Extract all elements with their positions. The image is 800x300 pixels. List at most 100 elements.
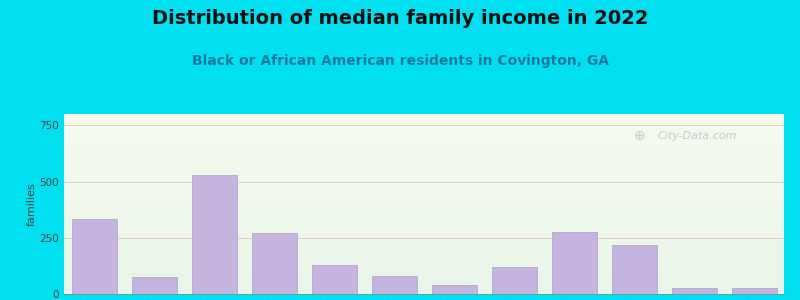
Bar <box>64 249 784 251</box>
Bar <box>64 164 784 166</box>
Bar <box>64 168 784 170</box>
Bar <box>64 209 784 211</box>
Text: City-Data.com: City-Data.com <box>658 130 738 141</box>
Bar <box>64 190 784 191</box>
Bar <box>64 184 784 186</box>
Bar <box>64 152 784 154</box>
Bar <box>64 159 784 161</box>
Bar <box>64 141 784 143</box>
Bar <box>64 145 784 146</box>
Bar <box>64 191 784 193</box>
Y-axis label: families: families <box>26 182 37 226</box>
Bar <box>64 290 784 292</box>
Bar <box>64 132 784 134</box>
Bar <box>371 276 417 294</box>
Bar <box>64 139 784 141</box>
Bar <box>64 208 784 209</box>
Bar <box>731 288 777 294</box>
Bar <box>64 181 784 182</box>
Bar <box>64 247 784 249</box>
Bar <box>64 280 784 281</box>
Bar <box>64 251 784 253</box>
Bar <box>64 236 784 238</box>
Bar <box>64 188 784 190</box>
Bar <box>64 269 784 271</box>
Bar <box>64 274 784 276</box>
Bar <box>64 211 784 213</box>
Bar <box>64 155 784 157</box>
Bar <box>64 226 784 227</box>
Bar <box>64 242 784 244</box>
Bar <box>431 285 477 294</box>
Bar <box>64 218 784 220</box>
Bar <box>64 271 784 272</box>
Bar <box>64 265 784 267</box>
Bar <box>64 197 784 199</box>
Bar <box>64 262 784 263</box>
Bar <box>64 123 784 125</box>
Bar <box>64 118 784 119</box>
Bar <box>64 287 784 289</box>
Bar <box>64 157 784 159</box>
Bar <box>64 256 784 258</box>
Bar <box>64 127 784 128</box>
Bar <box>64 206 784 208</box>
Bar <box>64 200 784 202</box>
Bar <box>64 281 784 283</box>
Bar <box>64 202 784 204</box>
Bar <box>64 177 784 179</box>
Bar <box>64 195 784 197</box>
Bar <box>64 182 784 184</box>
Bar <box>64 173 784 175</box>
Bar <box>64 154 784 155</box>
Bar <box>64 276 784 278</box>
Bar <box>64 254 784 256</box>
Bar <box>64 199 784 200</box>
Bar <box>64 220 784 222</box>
Bar <box>64 235 784 236</box>
Bar <box>64 186 784 188</box>
Bar <box>64 213 784 215</box>
Bar <box>64 204 784 206</box>
Bar <box>64 136 784 137</box>
Bar <box>64 116 784 118</box>
Bar <box>64 260 784 262</box>
Bar <box>311 265 357 294</box>
Bar <box>64 137 784 139</box>
Bar <box>491 267 537 294</box>
Bar <box>64 224 784 226</box>
Bar <box>551 232 597 294</box>
Bar <box>64 128 784 130</box>
Bar <box>64 272 784 274</box>
Bar <box>64 114 784 116</box>
Bar <box>64 134 784 136</box>
Bar <box>64 267 784 269</box>
Bar <box>64 148 784 150</box>
Bar <box>64 227 784 229</box>
Bar <box>671 288 717 294</box>
Bar <box>64 222 784 224</box>
Bar <box>64 215 784 217</box>
Text: Distribution of median family income in 2022: Distribution of median family income in … <box>152 9 648 28</box>
Bar <box>64 240 784 242</box>
Bar <box>64 175 784 177</box>
Bar <box>64 179 784 181</box>
Bar <box>64 217 784 218</box>
Bar <box>64 161 784 163</box>
Bar <box>64 292 784 294</box>
Bar <box>64 238 784 240</box>
Bar <box>64 285 784 287</box>
Bar <box>64 119 784 121</box>
Bar <box>64 283 784 285</box>
Text: Black or African American residents in Covington, GA: Black or African American residents in C… <box>191 54 609 68</box>
Bar <box>64 258 784 260</box>
Bar <box>64 245 784 247</box>
Bar <box>64 289 784 290</box>
Bar <box>611 244 657 294</box>
Bar <box>64 253 784 254</box>
Bar <box>64 278 784 280</box>
Bar <box>64 163 784 164</box>
Bar <box>64 229 784 231</box>
Bar <box>191 175 237 294</box>
Bar <box>64 121 784 123</box>
